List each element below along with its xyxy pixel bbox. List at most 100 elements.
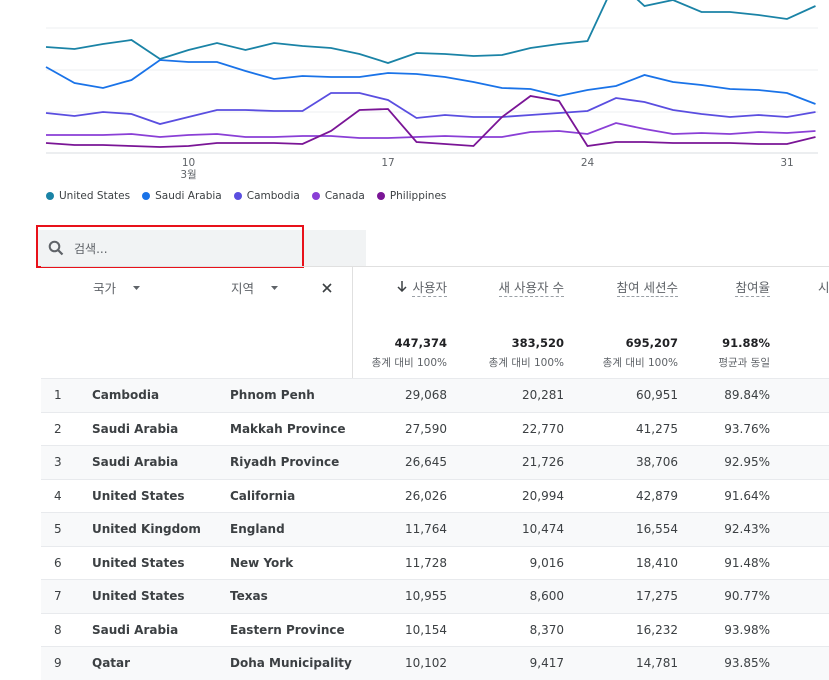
metric-header[interactable]: 사용자 — [397, 277, 447, 297]
legend-swatch — [46, 192, 54, 200]
row-index: 7 — [54, 589, 62, 603]
dimension-cell: Cambodia — [92, 388, 160, 402]
metric-cell: 92.95% — [724, 455, 770, 469]
series-line — [45, 0, 816, 64]
close-icon — [322, 283, 332, 293]
metric-header[interactable]: 참여율 — [735, 277, 770, 297]
metric-cell: 91.64% — [724, 488, 770, 503]
dropdown-arrow — [133, 286, 140, 290]
table-row[interactable]: 7 United States Texas 10,955 8,600 17,275 90.7… — [41, 579, 829, 613]
table-row[interactable]: 2 Saudi Arabia Makkah Province 27,590 22,770… — [41, 411, 829, 445]
table-row[interactable]: 4 United States California 26,026 20,994 42,8… — [41, 478, 829, 512]
dimension-cell: Phnom Penh — [230, 388, 315, 402]
legend-label: Canada — [324, 190, 365, 202]
metric-cell: 89.84% — [724, 388, 770, 402]
plot — [45, 0, 816, 148]
series-line — [45, 92, 816, 125]
table-row[interactable]: 1 Cambodia Phnom Penh 29,068 20,281 60,951 89.… — [41, 378, 829, 412]
table-row[interactable]: 8 Saudi Arabia Eastern Province 10,154 8,370… — [41, 612, 829, 646]
metric-cell: 10,154 — [405, 622, 447, 637]
metric-cell: 90.77% — [724, 589, 770, 603]
table-row[interactable]: 6 United States New York 11,728 9,016 18,410 9… — [41, 545, 829, 579]
total-value: 383,520 — [511, 336, 564, 350]
metric-cell: 92.43% — [724, 522, 770, 536]
metric-cell: 10,102 — [405, 656, 447, 670]
legend-label: Philippines — [389, 190, 447, 202]
metric-cell: 26,645 — [405, 455, 447, 469]
metric-cell: 91.48% — [724, 555, 770, 570]
x-tick-label: 17 — [381, 157, 394, 169]
legend-item[interactable]: Cambodia — [233, 190, 300, 202]
total-value: 695,207 — [625, 336, 678, 350]
dimension-cell: California — [230, 488, 296, 503]
column-header[interactable]: 시 — [818, 280, 829, 295]
column-header[interactable]: 국가 — [93, 281, 117, 296]
search-box[interactable]: 검색... — [37, 230, 366, 266]
dimension-cell: United States — [92, 488, 185, 503]
total-note: 총계 대비 100% — [488, 357, 564, 369]
dimension-cell: Eastern Province — [230, 622, 345, 637]
legend-item[interactable]: Canada — [311, 190, 365, 202]
column-header: 참여율 — [735, 280, 770, 297]
metric-cell: 20,994 — [522, 488, 564, 503]
dimension-cell: United Kingdom — [92, 522, 201, 536]
metric-cell: 93.98% — [724, 622, 770, 637]
series-line — [45, 59, 816, 105]
search-icon — [48, 240, 64, 256]
metric-header[interactable]: 새 사용자 수 — [498, 277, 564, 297]
metric-cell: 38,706 — [636, 455, 678, 469]
row-index: 1 — [54, 388, 62, 402]
metric-cell: 10,474 — [522, 522, 564, 536]
x-tick-label: 31 — [780, 157, 793, 169]
metric-cell: 8,600 — [529, 589, 564, 603]
row-index: 3 — [54, 455, 62, 469]
total-note: 평균과 동일 — [718, 357, 770, 369]
table-row[interactable]: 3 Saudi Arabia Riyadh Province 26,645 21,726… — [41, 445, 829, 479]
remove-dimension[interactable] — [322, 283, 332, 293]
metric-cell: 9,016 — [529, 555, 564, 570]
total-value: 447,374 — [394, 336, 447, 350]
column-header[interactable]: 지역 — [231, 281, 255, 296]
table-row[interactable]: 9 Qatar Doha Municipality 10,102 9,417 14,781… — [41, 646, 829, 680]
analytics-page: {"chart_data": {"type": "line", "categor… — [36, 0, 829, 680]
metric-cell: 27,590 — [405, 421, 447, 436]
metric-cell: 60,951 — [636, 388, 678, 402]
series-line — [45, 95, 816, 148]
dimension-cell: Saudi Arabia — [92, 622, 179, 637]
metric-cell: 17,275 — [636, 589, 678, 603]
column-header: 참여 세션수 — [616, 280, 678, 297]
legend-label: United States — [59, 190, 131, 202]
dropdown-icon[interactable] — [133, 286, 141, 291]
legend-item[interactable]: United States — [46, 190, 130, 202]
x-tick-label: 10 — [182, 157, 195, 169]
metric-header[interactable]: 참여 세션수 — [616, 277, 678, 297]
metric-cell: 11,728 — [405, 555, 447, 570]
legend-item[interactable]: Philippines — [376, 190, 447, 202]
legend: United States Saudi Arabia Cambodia Canada P… — [46, 190, 446, 202]
total-value: 91.88% — [722, 336, 770, 350]
legend-item[interactable]: Saudi Arabia — [142, 190, 222, 202]
dimension-cell: United States — [92, 589, 185, 603]
metric-cell: 22,770 — [522, 421, 564, 436]
dropdown-icon[interactable] — [271, 286, 279, 291]
series-line — [46, 122, 816, 139]
dimension-cell: Qatar — [92, 656, 131, 670]
dimension-cell: New York — [230, 555, 294, 570]
page: Analytics report html, body { margin: 0;… — [36, 0, 829, 680]
x-tick-label: 24 — [581, 157, 595, 169]
total-note: 총계 대비 100% — [602, 357, 678, 369]
legend-swatch — [376, 192, 385, 200]
dimension-cell: Saudi Arabia — [92, 421, 179, 436]
data-table: 국가 지역 사용자 447,374 총계 대비 100% 새 사용자 수 383,520 총계… — [41, 266, 829, 680]
dimension-cell: England — [230, 522, 285, 536]
legend-label: Cambodia — [246, 190, 300, 202]
metric-cell: 21,726 — [522, 455, 564, 469]
legend-swatch — [311, 192, 320, 200]
table-row[interactable]: 5 United Kingdom England 11,764 10,474 16,554… — [41, 512, 829, 546]
dimension-cell: Makkah Province — [230, 421, 346, 436]
row-index: 4 — [54, 488, 62, 503]
dropdown-arrow — [271, 286, 278, 290]
dimension-cell: United States — [92, 555, 185, 570]
legend-swatch — [142, 192, 151, 200]
legend-label: Saudi Arabia — [155, 190, 222, 202]
